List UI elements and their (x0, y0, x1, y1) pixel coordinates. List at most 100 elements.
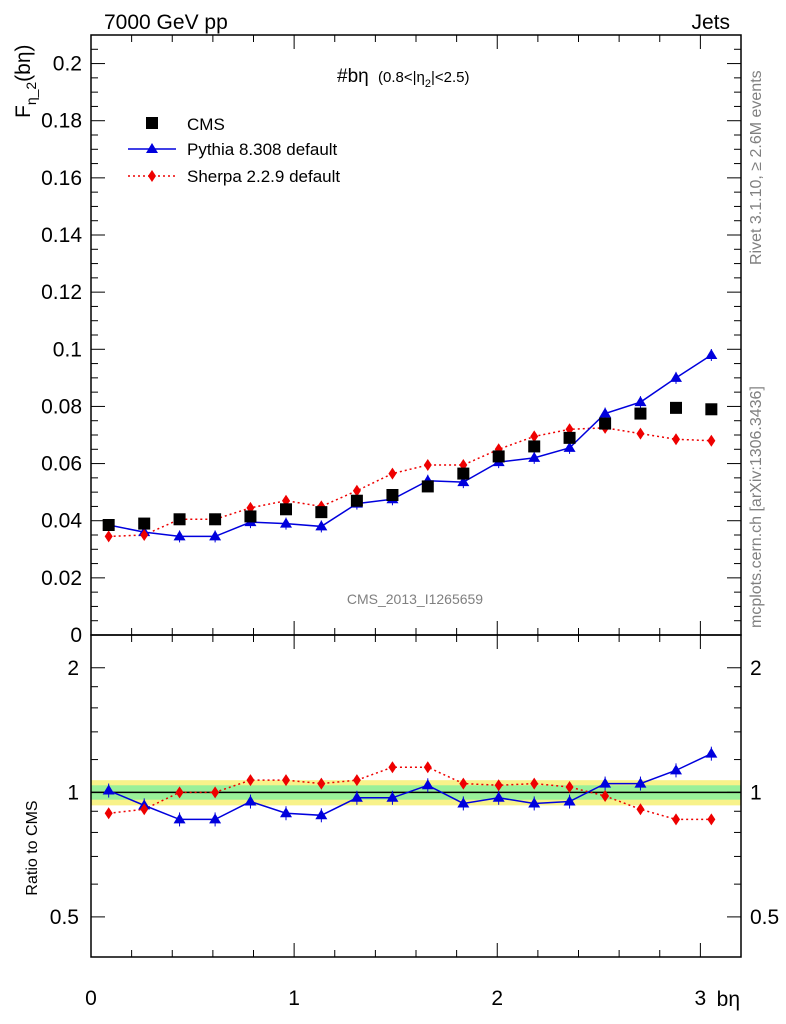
main-point-cms (244, 510, 257, 523)
ratio-point-sherpa (104, 807, 113, 820)
main-point-cms (209, 513, 222, 526)
legend: CMS Pythia 8.308 default Sherpa 2.2.9 de… (128, 115, 340, 186)
ratio-point-pythia (528, 797, 541, 808)
ratio-point-pythia (634, 777, 647, 788)
plot-title: #bη (0.8<|η2|<2.5) (337, 66, 469, 90)
main-y-tick-label: 0.14 (41, 224, 82, 247)
x-tick-label: 0 (85, 987, 97, 1010)
main-point-sherpa (530, 430, 539, 443)
ratio-y-tick-label-right: 0.5 (750, 906, 779, 929)
y-label-main-base: F (12, 105, 35, 118)
y-label-ratio: Ratio to CMS (24, 800, 41, 895)
ratio-point-sherpa (175, 786, 184, 799)
ratio-point-pythia (173, 813, 186, 824)
ratio-point-sherpa (388, 761, 397, 774)
header-left: 7000 GeV pp (104, 11, 228, 34)
ratio-y-tick-label-left: 2 (67, 657, 79, 680)
ratio-point-pythia (350, 791, 363, 802)
main-point-pythia (173, 530, 186, 541)
main-point-cms (280, 503, 292, 516)
main-point-sherpa (104, 530, 113, 543)
main-point-sherpa (707, 434, 716, 447)
main-point-pythia (315, 520, 328, 531)
ratio-point-pythia (563, 795, 576, 806)
ratio-point-pythia (315, 809, 328, 820)
ratio-point-pythia (244, 795, 257, 806)
main-point-cms (563, 431, 576, 444)
main-point-cms (705, 403, 718, 416)
legend-label-pythia: Pythia 8.308 default (187, 140, 338, 159)
x-tick-label: 1 (288, 987, 300, 1010)
plot-title-cut-sub: 2 (425, 78, 431, 90)
main-point-cms (492, 450, 505, 463)
main-y-tick-label: 0.18 (41, 110, 82, 133)
legend-marker-cms (146, 117, 158, 129)
ratio-point-sherpa (707, 813, 716, 826)
ratio-point-pythia (421, 779, 434, 790)
legend-label-cms: CMS (187, 115, 225, 134)
ratio-line-sherpa (108, 766, 712, 821)
main-point-pythia (634, 396, 647, 407)
main-point-pythia (670, 371, 682, 382)
main-y-tick-label: 0.08 (41, 395, 82, 418)
legend-item-pythia: Pythia 8.308 default (128, 140, 338, 159)
main-point-cms (599, 417, 612, 430)
legend-marker-sherpa (148, 170, 156, 182)
ratio-y-tick-label-right: 2 (750, 657, 762, 680)
legend-marker-pythia (146, 143, 158, 153)
main-y-tick-label: 0.04 (41, 510, 82, 533)
main-y-tick-label: 0.1 (53, 338, 82, 361)
ratio-point-pythia (386, 791, 399, 802)
main-point-cms (670, 401, 682, 414)
main-line-pythia (108, 354, 712, 538)
main-point-pythia (457, 476, 470, 487)
ratio-point-sherpa (636, 803, 645, 816)
ratio-point-sherpa (140, 803, 149, 816)
x-label: bη (717, 988, 740, 1011)
main-point-cms (173, 513, 186, 526)
ratio-y-tick-label-right: 1 (750, 781, 762, 804)
y-label-main: Fη_2(bη) (12, 44, 39, 118)
ratio-point-sherpa (246, 774, 255, 787)
main-point-cms (386, 489, 399, 501)
ratio-point-sherpa (672, 813, 680, 826)
ratio-point-sherpa (352, 774, 361, 787)
plot-title-cut-post: |<2.5) (431, 69, 470, 86)
x-tick-label: 2 (491, 987, 503, 1010)
main-line-sherpa (108, 427, 712, 538)
main-point-pythia (599, 407, 612, 418)
main-y-tick-label: 0 (70, 624, 82, 647)
ratio-line-pythia (108, 752, 712, 821)
ratio-point-sherpa (423, 761, 432, 774)
legend-item-cms: CMS (146, 115, 225, 134)
x-tick-label: 3 (695, 987, 707, 1010)
ratio-point-sherpa (211, 786, 220, 799)
main-point-pythia (528, 451, 541, 462)
ratio-point-pythia (457, 797, 470, 808)
ratio-y-tick-label-left: 0.5 (50, 906, 79, 929)
ratio-point-pythia (705, 747, 718, 758)
main-y-tick-label: 0.2 (53, 53, 82, 76)
main-point-cms (350, 494, 363, 507)
y-label-main-sub: η_2 (23, 82, 39, 106)
ratio-point-pythia (209, 813, 222, 824)
ratio-point-pythia (102, 784, 115, 795)
main-point-cms (421, 480, 434, 493)
rivet-label: Rivet 3.1.10, ≥ 2.6M events (748, 70, 765, 265)
ratio-point-sherpa (530, 777, 539, 790)
ratio-point-sherpa (494, 779, 503, 792)
main-point-sherpa (352, 484, 361, 497)
ratio-point-sherpa (565, 781, 574, 794)
main-point-sherpa (636, 427, 645, 440)
main-point-cms (102, 519, 115, 531)
ratio-point-pythia (670, 764, 682, 775)
ratio-point-sherpa (459, 777, 468, 790)
ratio-point-sherpa (317, 777, 326, 790)
main-point-pythia (705, 349, 718, 359)
ratio-point-sherpa (601, 789, 610, 802)
main-y-tick-label: 0.12 (41, 281, 82, 304)
ratio-y-tick-label-left: 1 (67, 781, 79, 804)
main-point-cms (315, 506, 328, 519)
